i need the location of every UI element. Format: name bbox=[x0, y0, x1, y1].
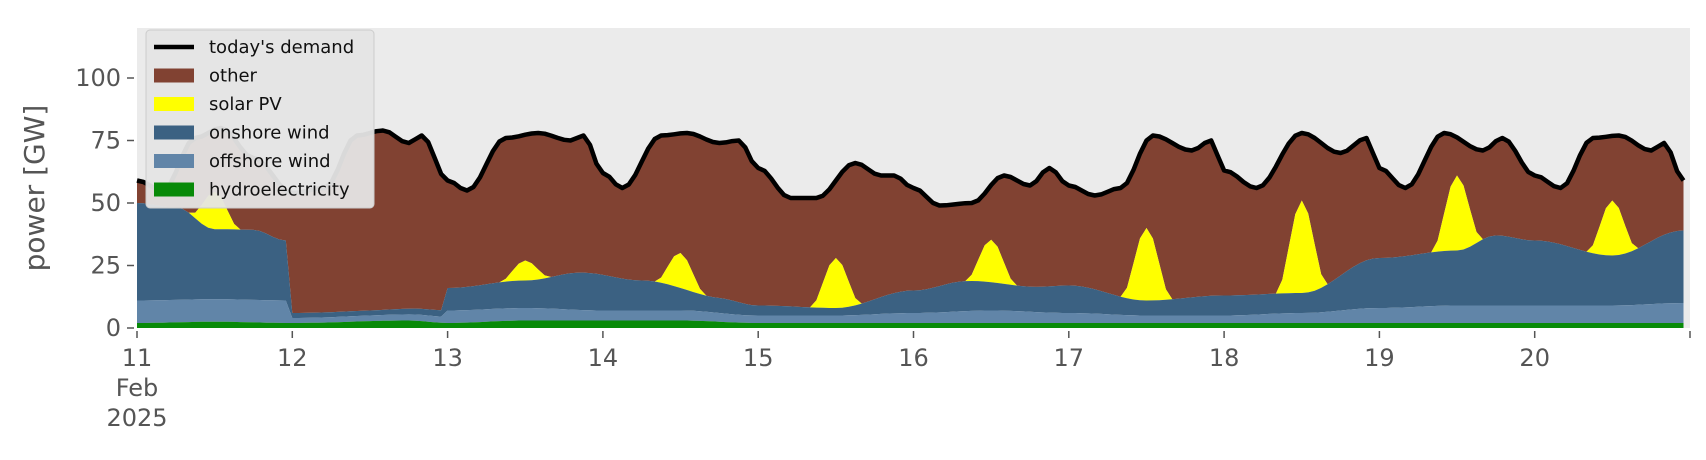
x-tick-label-11: 11 bbox=[122, 344, 153, 372]
x-year-label: 2025 bbox=[106, 404, 167, 432]
legend-label-solar: solar PV bbox=[209, 94, 282, 115]
y-tick-label-50: 50 bbox=[90, 189, 121, 217]
x-tick-label-16: 16 bbox=[898, 344, 929, 372]
area-offshore bbox=[137, 299, 1684, 323]
legend-swatch-offshore bbox=[154, 154, 194, 168]
y-tick-label-75: 75 bbox=[90, 127, 121, 155]
y-axis-title: power [GW] bbox=[18, 105, 51, 272]
legend: today's demand other solar PV onshore wind o… bbox=[145, 29, 375, 209]
x-tick-label-15: 15 bbox=[743, 344, 774, 372]
area-onshore bbox=[137, 203, 1684, 318]
area-other bbox=[137, 128, 1684, 313]
x-tick-label-14: 14 bbox=[588, 344, 619, 372]
x-month-label: Feb bbox=[116, 374, 159, 402]
legend-swatch-hydro bbox=[154, 182, 194, 197]
stacked-areas bbox=[136, 125, 1686, 328]
legend-swatch-solar bbox=[154, 97, 194, 111]
demand-line bbox=[136, 125, 1686, 208]
area-solar bbox=[137, 175, 1684, 313]
y-axis: 0 25 50 75 100 bbox=[75, 64, 134, 342]
legend-swatch-other bbox=[154, 68, 194, 83]
legend-label-demand: today's demand bbox=[209, 37, 354, 58]
legend-label-other: other bbox=[209, 66, 258, 87]
y-tick-label-0: 0 bbox=[106, 314, 121, 342]
y-tick-label-100: 100 bbox=[75, 64, 121, 92]
legend-label-hydro: hydroelectricity bbox=[209, 180, 350, 201]
x-tick-label-19: 19 bbox=[1364, 344, 1395, 372]
x-tick-label-13: 13 bbox=[432, 344, 463, 372]
y-tick-label-25: 25 bbox=[90, 252, 121, 280]
x-tick-label-18: 18 bbox=[1209, 344, 1240, 372]
legend-label-offshore: offshore wind bbox=[209, 151, 331, 172]
x-tick-label-12: 12 bbox=[277, 344, 308, 372]
x-tick-label-20: 20 bbox=[1519, 344, 1550, 372]
legend-label-onshore: onshore wind bbox=[209, 123, 330, 144]
x-tick-label-17: 17 bbox=[1054, 344, 1085, 372]
legend-frame bbox=[145, 29, 375, 209]
area-hydro bbox=[137, 320, 1684, 328]
legend-swatch-onshore bbox=[154, 125, 194, 140]
